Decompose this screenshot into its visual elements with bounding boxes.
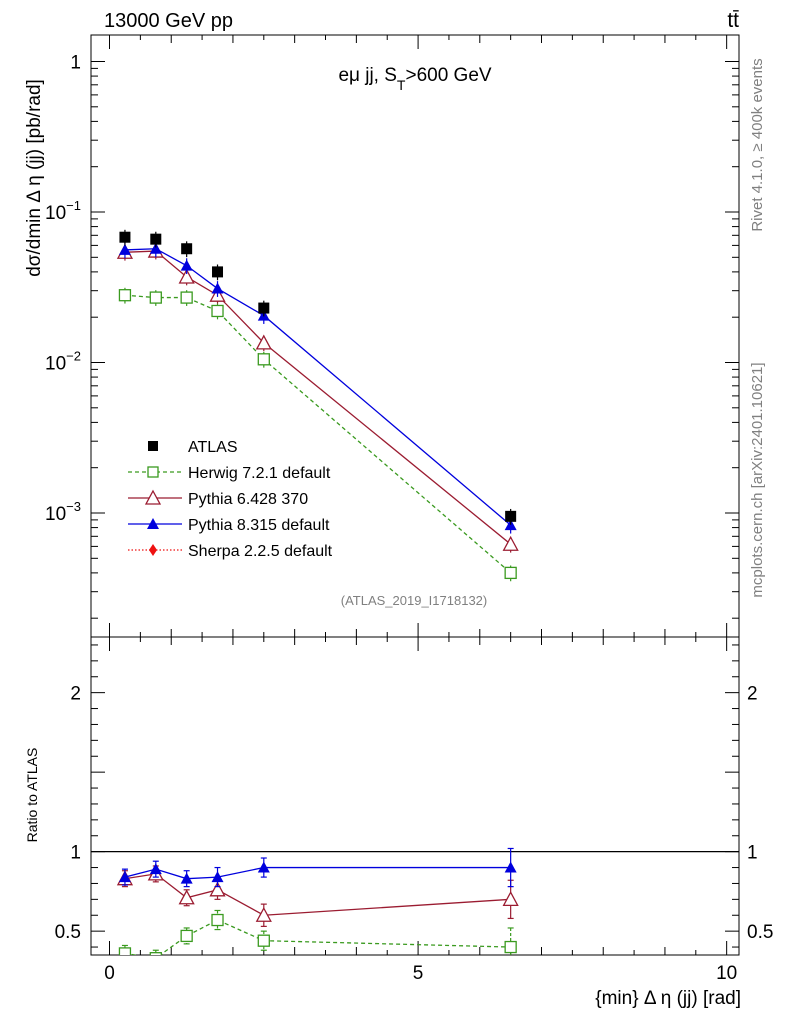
- ratio-plot-panel: 0.5 0.5 1 1 2 2 Ratio to ATLAS {min} Δ η (jj)…: [24, 636, 774, 1009]
- main-point-pythia6: [502, 535, 519, 551]
- main-plot-title: eμ jj, ST>600 GeV: [338, 65, 491, 93]
- main-plot-panel: 110−110−210−3 dσ/dmin Δ η (jj) [pb/rad] …: [24, 34, 740, 638]
- main-series-herwig: [118, 287, 517, 582]
- header-right: tt̄: [727, 9, 739, 32]
- legend-label-herwig: Herwig 7.2.1 default: [188, 465, 331, 482]
- legend: ATLAS Herwig 7.2.1 default Pythia 6.428 …: [128, 439, 333, 560]
- main-point-pythia8: [118, 243, 131, 255]
- legend-marker-sherpa: [149, 544, 157, 556]
- main-point-herwig: [118, 289, 132, 302]
- main-point-herwig: [180, 291, 193, 304]
- legend-label-sherpa: Sherpa 2.2.5 default: [188, 543, 333, 560]
- legend-label-atlas: ATLAS: [188, 439, 238, 456]
- legend-entry-sherpa: Sherpa 2.2.5 default: [128, 543, 333, 560]
- main-point-pythia8: [211, 282, 224, 294]
- ratio-point-herwig: [180, 929, 193, 943]
- main-point-herwig: [149, 291, 162, 304]
- legend-entry-pythia8: Pythia 8.315 default: [128, 517, 330, 534]
- legend-entry-herwig: Herwig 7.2.1 default: [128, 465, 331, 482]
- ratio-point-herwig: [257, 934, 270, 947]
- main-point-atlas: [258, 302, 270, 314]
- ratio-point-pythia6: [502, 890, 519, 906]
- ratio-point-herwig: [118, 947, 132, 955]
- title-subscript: T: [397, 77, 406, 93]
- main-series-pythia6: [116, 242, 519, 553]
- legend-marker-atlas: [148, 441, 158, 451]
- title-main: eμ jj, S: [338, 65, 396, 86]
- legend-marker-herwig: [147, 466, 159, 478]
- ratio-y-tick-label-right: 2: [747, 684, 758, 705]
- main-point-herwig: [504, 566, 517, 580]
- main-line-pythia6: [124, 250, 512, 545]
- main-y-tick-label: 1: [70, 53, 81, 74]
- main-point-atlas: [150, 233, 162, 245]
- legend-label-pythia8: Pythia 8.315 default: [188, 517, 330, 534]
- ratio-axis-ticks: [91, 637, 739, 955]
- ratio-point-pythia8: [257, 861, 270, 873]
- main-y-axis-label: dσ/dmin Δ η (jj) [pb/rad]: [24, 79, 45, 277]
- main-y-tick-label: 10−3: [45, 499, 81, 525]
- ratio-line-pythia6: [124, 873, 511, 916]
- main-axis-ticks: [91, 35, 739, 637]
- main-series-atlas: [119, 229, 517, 525]
- x-tick-labels: 0 5 10: [104, 963, 737, 984]
- ratio-series-herwig: [118, 909, 517, 955]
- rivet-label: Rivet 4.1.0, ≥ 400k events: [749, 58, 766, 231]
- main-y-tick-label: 10−1: [45, 198, 81, 224]
- ratio-point-herwig: [211, 913, 224, 927]
- mcplots-label: mcplots.cern.ch [arXiv:2401.10621]: [749, 362, 766, 597]
- title-tail: >600 GeV: [405, 65, 491, 86]
- ratio-series-pythia6: [116, 865, 519, 927]
- ratio-series-pythia8: [118, 847, 517, 888]
- ratio-line-herwig: [124, 919, 511, 955]
- main-point-herwig: [211, 304, 224, 318]
- header-left: 13000 GeV pp: [104, 10, 233, 32]
- ratio-series-group: [116, 847, 519, 955]
- x-tick-label: 10: [716, 963, 737, 984]
- main-point-herwig: [257, 353, 270, 366]
- main-line-herwig: [124, 294, 512, 574]
- main-point-pythia8: [149, 242, 162, 254]
- main-point-pythia6: [178, 268, 195, 284]
- main-series-group: [116, 229, 519, 582]
- legend-marker-pythia6: [144, 489, 162, 505]
- ratio-y-tick-label-left: 0.5: [55, 922, 81, 943]
- x-tick-label: 0: [104, 963, 115, 984]
- main-point-atlas: [119, 231, 131, 243]
- ratio-point-pythia6: [209, 881, 226, 897]
- ratio-line-pythia8: [124, 866, 511, 880]
- ratio-point-pythia8: [118, 871, 131, 883]
- legend-label-pythia6: Pythia 6.428 370: [188, 491, 308, 508]
- ratio-y-tick-label-right: 0.5: [747, 922, 773, 943]
- legend-entry-atlas: ATLAS: [148, 439, 238, 456]
- ratio-plot-frame: [90, 636, 740, 956]
- analysis-label: (ATLAS_2019_I1718132): [341, 593, 487, 608]
- ratio-y-tick-labels: 0.5 0.5 1 1 2 2: [55, 684, 774, 944]
- ratio-y-tick-label-right: 1: [747, 843, 758, 864]
- main-line-pythia8: [124, 248, 512, 526]
- legend-marker-pythia8: [147, 518, 159, 529]
- main-point-pythia6: [255, 334, 272, 350]
- main-point-atlas: [212, 266, 224, 278]
- ratio-point-pythia8: [180, 872, 193, 884]
- x-tick-label: 5: [413, 963, 424, 984]
- main-point-atlas: [181, 243, 193, 255]
- ratio-point-herwig: [504, 940, 517, 954]
- ratio-point-pythia8: [149, 863, 162, 875]
- ratio-point-pythia8: [211, 871, 224, 883]
- main-point-pythia8: [180, 259, 193, 271]
- main-y-tick-label: 10−2: [45, 349, 81, 375]
- x-axis-label: {min} Δ η (jj) [rad]: [595, 988, 741, 1009]
- ratio-y-axis-label: Ratio to ATLAS: [24, 748, 40, 843]
- ratio-point-pythia8: [504, 861, 517, 873]
- ratio-point-herwig: [149, 952, 162, 955]
- ratio-y-tick-label-left: 1: [70, 843, 81, 864]
- legend-entry-pythia6: Pythia 6.428 370: [128, 489, 308, 508]
- main-point-atlas: [505, 510, 517, 522]
- ratio-point-pythia6: [178, 889, 195, 905]
- main-y-tick-labels: 1 10−1 10−2 10−3: [45, 53, 81, 525]
- ratio-y-tick-label-left: 2: [70, 684, 81, 705]
- ratio-point-pythia6: [255, 906, 272, 922]
